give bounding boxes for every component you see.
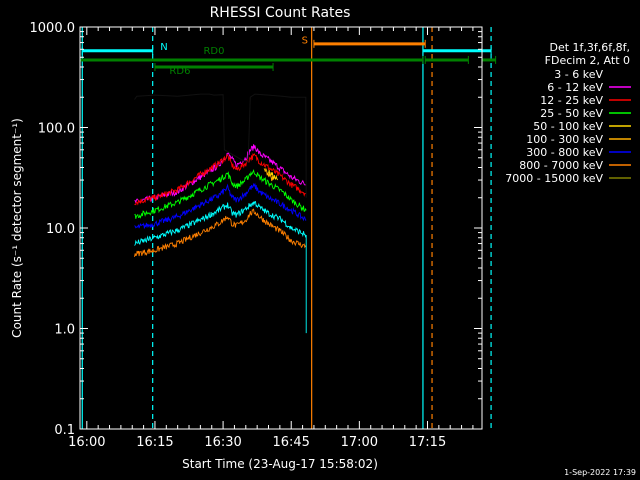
y-axis-label: Count Rate (s⁻¹ detector segment⁻¹): [10, 118, 24, 338]
legend-label-2: 12 - 25 keV: [540, 94, 603, 107]
legend: Det 1f,3f,6f,8f,FDecim 2, Att 03 - 6 keV…: [505, 41, 631, 185]
timestamp: 1-Sep-2022 17:39: [564, 468, 636, 477]
series-line-6: [134, 182, 307, 229]
flag-label-s: S: [302, 35, 308, 46]
series-line-0-shadow: [134, 93, 307, 198]
x-tick-label-2: 16:30: [204, 435, 241, 450]
x-tick-label-0: 16:00: [68, 435, 105, 450]
x-tick-label-3: 16:45: [272, 435, 309, 450]
vertical-markers: [81, 27, 492, 429]
legend-label-1: 6 - 12 keV: [547, 81, 603, 94]
x-axis-label: Start Time (23-Aug-17 15:58:02): [182, 457, 378, 471]
y-tick-label-0: 0.1: [54, 423, 75, 438]
axis-ticks: 16:00 16:15 16:30 16:45 17:00 17:15 0.1 1.0 10.0…: [30, 21, 482, 450]
y-tick-label-4: 1000.0: [30, 21, 76, 36]
legend-label-8: 7000 - 15000 keV: [505, 172, 603, 185]
legend-label-3: 25 - 50 keV: [540, 107, 603, 120]
flag-label-rd0: RD0: [203, 46, 224, 57]
x-tick-label-1: 16:15: [136, 435, 173, 450]
y-tick-label-2: 10.0: [46, 222, 75, 237]
series-line-0: [134, 91, 307, 198]
legend-label-6: 300 - 800 keV: [526, 146, 603, 159]
series-line-2: [134, 152, 307, 206]
y-tick-label-3: 100.0: [38, 122, 75, 137]
legend-header-0: Det 1f,3f,6f,8f,: [549, 41, 630, 54]
x-tick-label-4: 17:00: [341, 435, 378, 450]
legend-label-0: 3 - 6 keV: [554, 68, 603, 81]
legend-header-1: FDecim 2, Att 0: [545, 54, 630, 67]
series-line-5: [263, 167, 274, 182]
series-line-9: [134, 201, 307, 334]
x-tick-label-5: 17:15: [409, 435, 446, 450]
legend-label-5: 100 - 300 keV: [526, 133, 603, 146]
series-lines: [134, 91, 307, 334]
series-line-3: [134, 168, 307, 219]
legend-label-7: 800 - 7000 keV: [519, 159, 603, 172]
legend-label-4: 50 - 100 keV: [533, 120, 603, 133]
y-tick-label-1: 1.0: [54, 323, 75, 338]
series-line-7: [134, 208, 307, 257]
flag-label-rd6: RD6: [169, 66, 190, 77]
chart-title: RHESSI Count Rates: [210, 5, 351, 21]
flag-label-n: N: [160, 42, 167, 53]
